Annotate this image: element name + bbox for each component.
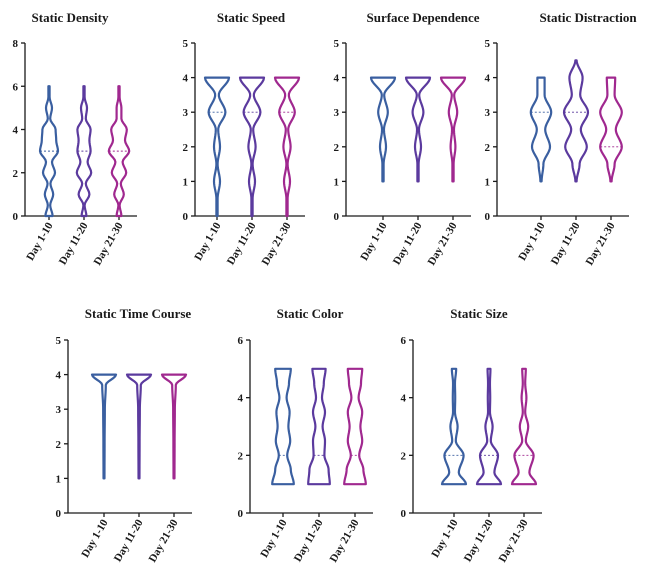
y-tick-label: 4 (56, 370, 62, 382)
violin-shape (160, 373, 188, 480)
violin-shape (562, 59, 590, 183)
y-tick-label: 5 (485, 38, 491, 50)
y-tick-label: 2 (401, 450, 407, 462)
violin-shape (343, 367, 367, 486)
y-tick-label: 4 (485, 73, 491, 85)
y-tick-label: 6 (13, 81, 19, 93)
x-category-label: Day 1-10 (24, 220, 56, 263)
y-tick-label: 4 (13, 125, 19, 137)
violin-panel: Static Color 0 2 4 6 Day 1-10 Day 11-20 Day 21-… (238, 306, 373, 565)
violin-shape (599, 76, 623, 183)
y-tick-label: 4 (238, 393, 244, 405)
panel-title: Static Size (450, 306, 508, 321)
y-tick-label: 1 (183, 176, 189, 188)
x-category-label: Day 21-30 (426, 220, 460, 267)
y-tick-label: 0 (485, 211, 491, 223)
y-tick-label: 8 (13, 38, 19, 50)
y-tick-label: 3 (183, 107, 189, 119)
y-tick-label: 2 (334, 142, 340, 154)
y-tick-label: 0 (334, 211, 340, 223)
panel-title: Static Density (32, 10, 109, 25)
y-tick-label: 4 (334, 73, 340, 85)
violin-shape (510, 367, 538, 486)
violin-shape (529, 76, 553, 183)
y-tick-label: 3 (56, 404, 62, 416)
y-tick-label: 6 (238, 335, 244, 347)
x-category-label: Day 1-10 (516, 220, 548, 263)
x-category-label: Day 11-20 (225, 220, 259, 267)
x-category-label: Day 21-30 (92, 220, 126, 267)
y-tick-label: 1 (334, 176, 340, 188)
y-tick-label: 2 (56, 439, 62, 451)
y-tick-label: 3 (334, 107, 340, 119)
y-tick-label: 0 (183, 211, 189, 223)
violin-shape (273, 76, 301, 218)
violin-panel: Static Density 0 2 4 6 8 Day 1-10 Day 11-20 Day … (13, 10, 137, 268)
violin-panel: Static Speed 0 1 2 3 4 5 Day 1-10 Day 11-20 Day 2… (183, 10, 305, 268)
x-category-label: Day 21-30 (328, 517, 362, 564)
violin-shape (107, 85, 131, 218)
violin-shape (90, 373, 118, 480)
y-tick-label: 1 (485, 176, 491, 188)
panel-title: Surface Dependence (366, 10, 479, 25)
y-tick-label: 2 (13, 168, 19, 180)
y-tick-label: 0 (56, 508, 62, 520)
violin-shape (475, 367, 503, 486)
y-tick-label: 2 (183, 142, 189, 154)
panel-title: Static Color (277, 306, 344, 321)
violin-shape (307, 367, 331, 486)
x-category-label: Day 11-20 (549, 220, 583, 267)
x-category-label: Day 11-20 (112, 517, 146, 564)
violin-shape (38, 85, 60, 218)
x-category-label: Day 11-20 (57, 220, 91, 267)
y-tick-label: 2 (485, 142, 491, 154)
x-category-label: Day 11-20 (391, 220, 425, 267)
violin-shape (369, 76, 397, 183)
y-tick-label: 2 (238, 450, 244, 462)
y-tick-label: 0 (13, 211, 19, 223)
x-category-label: Day 1-10 (192, 220, 224, 263)
y-tick-label: 6 (401, 335, 407, 347)
panel-title: Static Speed (217, 10, 286, 25)
x-category-label: Day 21-30 (584, 220, 618, 267)
violin-panel: Static Distraction 0 1 2 3 4 5 Day 1-10 Day 11-2… (485, 10, 638, 268)
violin-shape (125, 373, 153, 480)
x-category-label: Day 21-30 (260, 220, 294, 267)
violin-shape (238, 76, 266, 218)
x-category-label: Day 21-30 (497, 517, 531, 564)
x-category-label: Day 11-20 (462, 517, 496, 564)
violin-shape (404, 76, 432, 183)
x-category-label: Day 21-30 (147, 517, 181, 564)
x-category-label: Day 1-10 (429, 517, 461, 560)
violin-shape (75, 85, 93, 218)
panel-title: Static Distraction (539, 10, 637, 25)
y-tick-label: 5 (56, 335, 62, 347)
x-category-label: Day 1-10 (358, 220, 390, 263)
x-category-label: Day 1-10 (79, 517, 111, 560)
y-tick-label: 3 (485, 107, 491, 119)
violin-shape (271, 367, 295, 486)
y-tick-label: 0 (401, 508, 407, 520)
violin-shape (440, 367, 468, 486)
violin-panel: Static Time Course 0 1 2 3 4 5 Day 1-10 Day 11-2… (56, 306, 192, 565)
panel-title: Static Time Course (85, 306, 192, 321)
violin-panel: Static Size 0 2 4 6 Day 1-10 Day 11-20 Day 21-3… (401, 306, 542, 565)
violin-shape (203, 76, 231, 218)
y-tick-label: 1 (56, 473, 62, 485)
y-tick-label: 4 (183, 73, 189, 85)
y-tick-label: 0 (238, 508, 244, 520)
x-category-label: Day 1-10 (258, 517, 290, 560)
y-tick-label: 5 (334, 38, 340, 50)
x-category-label: Day 11-20 (292, 517, 326, 564)
y-tick-label: 5 (183, 38, 189, 50)
violin-shape (439, 76, 467, 183)
y-tick-label: 4 (401, 393, 407, 405)
violin-panel: Surface Dependence 0 1 2 3 4 5 Day 1-10 Day 11-2… (334, 10, 480, 268)
